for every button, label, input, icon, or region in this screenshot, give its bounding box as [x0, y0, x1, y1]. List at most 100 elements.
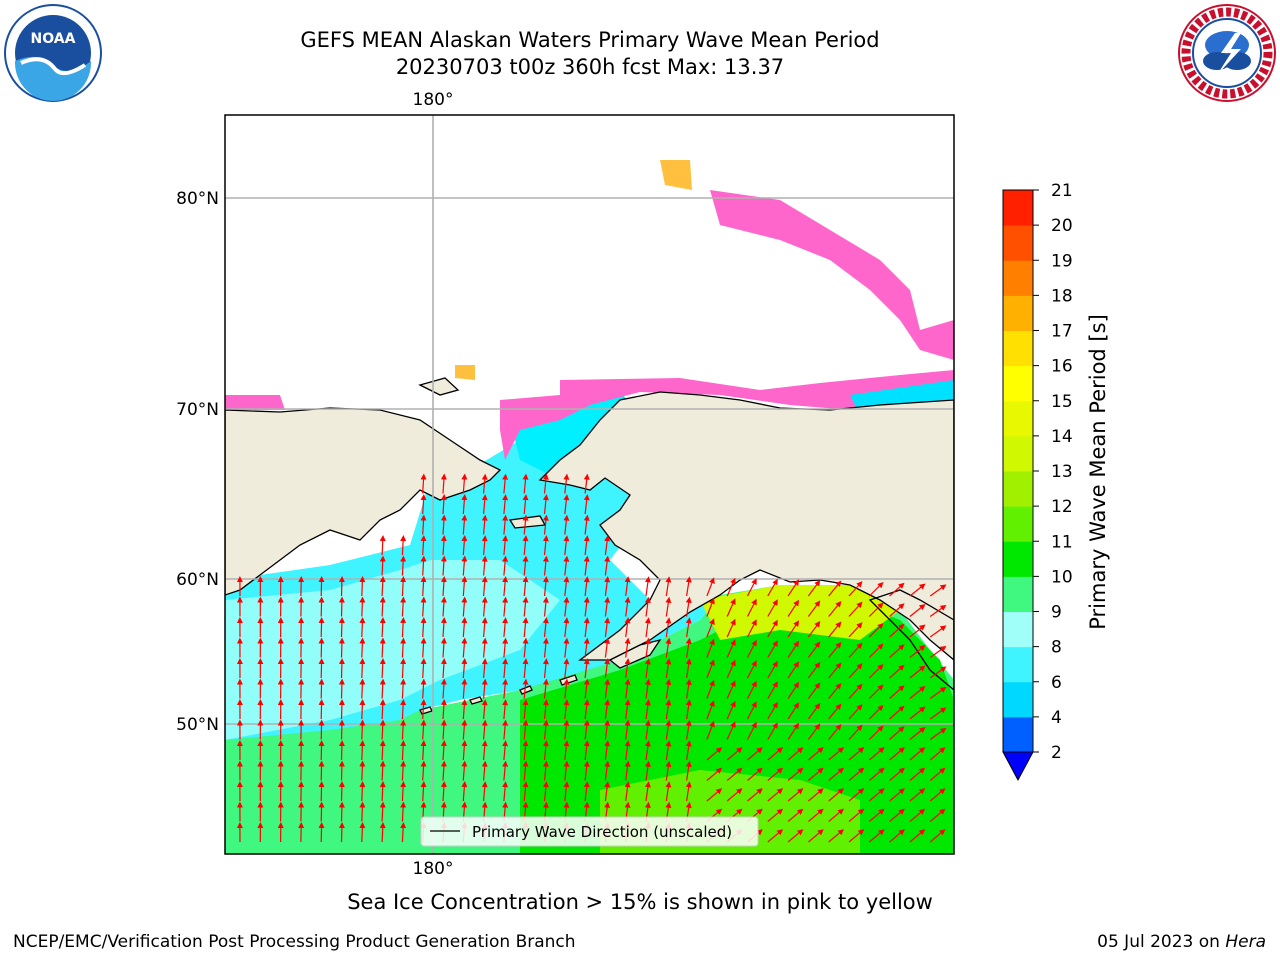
colorbar-tick-label: 13: [1051, 462, 1073, 482]
map-subtitle: 20230703 t00z 360h fcst Max: 13.37: [395, 55, 785, 79]
colorbar-tick-label: 18: [1051, 286, 1073, 306]
wave-arrow: [338, 801, 345, 822]
wave-arrow: [502, 760, 509, 781]
wave-arrow: [481, 494, 488, 515]
wave-arrow: [583, 596, 590, 617]
wave-arrow: [563, 555, 570, 576]
colorbar-swatch: [1003, 576, 1033, 612]
wave-arrow: [828, 788, 844, 802]
wave-arrow: [481, 514, 488, 535]
wave-arrow: [359, 822, 366, 843]
wave-arrow: [787, 681, 800, 699]
wave-arrow: [359, 637, 366, 658]
wave-arrow: [726, 700, 736, 720]
wave-arrow: [909, 624, 926, 638]
colorbar-swatch: [1003, 260, 1033, 296]
wave-arrow: [848, 683, 863, 699]
wave-arrow: [868, 704, 884, 720]
wave-arrow: [379, 781, 386, 802]
wave-arrow: [909, 808, 926, 822]
wave-arrow: [624, 596, 631, 617]
wave-arrow: [481, 678, 488, 699]
wave-arrow: [929, 767, 946, 781]
wave-arrow: [583, 740, 590, 761]
wave-arrow: [828, 600, 842, 617]
colorbar-tick-label: 21: [1051, 181, 1073, 201]
wave-arrow: [909, 788, 926, 802]
wave-arrow: [522, 760, 529, 781]
wave-arrow: [338, 637, 345, 658]
lat-label-70: 70°N: [176, 400, 219, 420]
wave-arrow: [379, 822, 386, 843]
wave-arrow: [420, 617, 427, 638]
wave-arrow: [644, 658, 651, 679]
wave-arrow: [522, 576, 529, 597]
wave-arrow: [685, 760, 692, 781]
wave-arrow: [929, 645, 947, 658]
wave-arrow: [909, 747, 926, 761]
wave-arrow: [440, 699, 447, 720]
lat-label-50: 50°N: [176, 715, 219, 735]
wave-arrow: [379, 678, 386, 699]
wave-arrow: [440, 678, 447, 699]
wave-arrow: [685, 699, 692, 720]
wave-arrow: [359, 699, 366, 720]
wave-arrow: [542, 473, 549, 494]
wave-arrow: [787, 702, 800, 720]
wave-arrow: [848, 767, 865, 781]
wave-arrow: [379, 576, 386, 597]
wave-arrow: [767, 788, 784, 802]
wave-arrow: [746, 598, 757, 617]
wave-arrow: [461, 740, 468, 761]
wave-arrow: [644, 678, 651, 699]
wave-arrow: [379, 617, 386, 638]
wave-arrow: [522, 740, 529, 761]
wave-arrow: [787, 722, 800, 740]
wave-arrow: [400, 555, 407, 576]
wave-arrow: [767, 808, 784, 822]
wave-arrow: [889, 747, 905, 761]
wave-arrow: [461, 760, 468, 781]
wave-arrow: [379, 719, 386, 740]
wave-arrow: [726, 767, 743, 781]
wave-arrow: [461, 658, 468, 679]
wave-arrow: [563, 781, 570, 802]
wave-arrow: [502, 596, 509, 617]
wave-arrow: [746, 639, 757, 658]
wave-arrow: [706, 618, 715, 638]
wave-arrow: [522, 678, 529, 699]
wave-arrow: [604, 781, 611, 802]
wave-arrow: [502, 740, 509, 761]
wave-arrow: [767, 599, 778, 617]
wave-arrow: [747, 767, 763, 781]
wave-arrow: [420, 535, 427, 556]
wave-arrow: [624, 576, 631, 597]
wave-arrow: [889, 623, 905, 638]
wave-arrow: [481, 781, 488, 802]
wave-arrow: [604, 678, 611, 699]
wave-arrow: [706, 767, 723, 781]
wave-arrow: [624, 617, 631, 638]
wave-arrow: [420, 658, 427, 679]
wave-arrow: [481, 699, 488, 720]
wave-arrow: [787, 661, 800, 679]
footer-host: Hera: [1225, 932, 1266, 952]
wave-arrow: [624, 678, 631, 699]
wave-arrow: [828, 829, 844, 843]
wave-arrow: [787, 808, 804, 822]
wave-arrow: [909, 604, 926, 617]
wave-arrow: [828, 808, 844, 822]
wave-arrow: [909, 686, 926, 699]
wave-arrow: [522, 473, 529, 494]
wave-arrow: [338, 596, 345, 617]
wave-arrow: [726, 659, 736, 679]
wave-arrow: [808, 829, 824, 843]
lat-label-80: 80°N: [176, 189, 219, 209]
wave-arrow: [787, 788, 804, 802]
wave-arrow: [481, 576, 488, 597]
wave-arrow: [481, 719, 488, 740]
wave-arrow: [400, 617, 407, 638]
wave-arrow: [706, 700, 715, 720]
wave-arrow: [604, 699, 611, 720]
